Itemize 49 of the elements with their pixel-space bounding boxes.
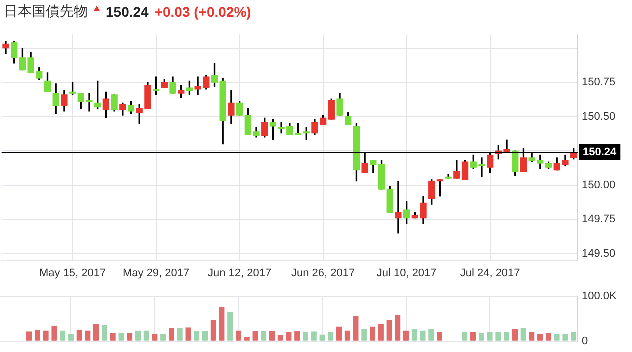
bar — [261, 331, 267, 341]
bar — [102, 324, 108, 341]
bar — [370, 326, 376, 341]
bar — [378, 324, 384, 341]
bar — [194, 331, 200, 341]
bar — [512, 328, 518, 341]
bar — [202, 331, 208, 341]
bar — [186, 328, 192, 341]
bar — [94, 324, 100, 341]
y-tick-label: 0 — [582, 335, 588, 348]
bar — [412, 329, 418, 341]
x-tick-label: Jul 10, 2017 — [376, 267, 437, 280]
bar — [177, 328, 183, 341]
x-tick-label: Jun 26, 2017 — [292, 267, 356, 280]
x-tick-label: May 29, 2017 — [122, 267, 190, 280]
bar — [228, 312, 234, 341]
ref-line-label: 150.24 — [583, 146, 618, 159]
bar — [353, 316, 359, 341]
bar — [520, 328, 526, 341]
candlestick — [395, 180, 402, 234]
bar — [252, 331, 258, 341]
text: 150.24 — [106, 4, 149, 20]
bar — [34, 330, 41, 341]
x-tick-label: May 15, 2017 — [39, 267, 106, 280]
bar — [52, 326, 58, 341]
bar — [336, 326, 342, 341]
y-tick-label: 149.75 — [582, 214, 616, 226]
x-tick-label: Jul 24, 2017 — [460, 267, 520, 280]
x-tick-label: Jun 12, 2017 — [208, 267, 272, 280]
y-tick-label: 150.00 — [582, 179, 616, 192]
bar — [210, 320, 216, 341]
y-tick-label: 100.0K — [582, 290, 618, 303]
bar — [76, 330, 82, 341]
bar — [420, 330, 426, 341]
bar — [395, 315, 401, 341]
y-tick-label: 150.50 — [582, 110, 616, 123]
bar — [85, 330, 91, 341]
text: +0.03 (+0.02%) — [154, 4, 252, 20]
bar — [43, 330, 49, 341]
bar — [294, 331, 300, 341]
chart-title: 日本国債先物 — [4, 3, 88, 21]
bar — [428, 328, 434, 341]
bar — [219, 307, 225, 341]
y-tick-label: 150.75 — [582, 76, 616, 89]
bar — [269, 331, 276, 341]
bar — [168, 328, 175, 341]
y-tick-label: 149.50 — [582, 248, 616, 260]
bar — [386, 320, 392, 341]
bar — [362, 329, 368, 341]
